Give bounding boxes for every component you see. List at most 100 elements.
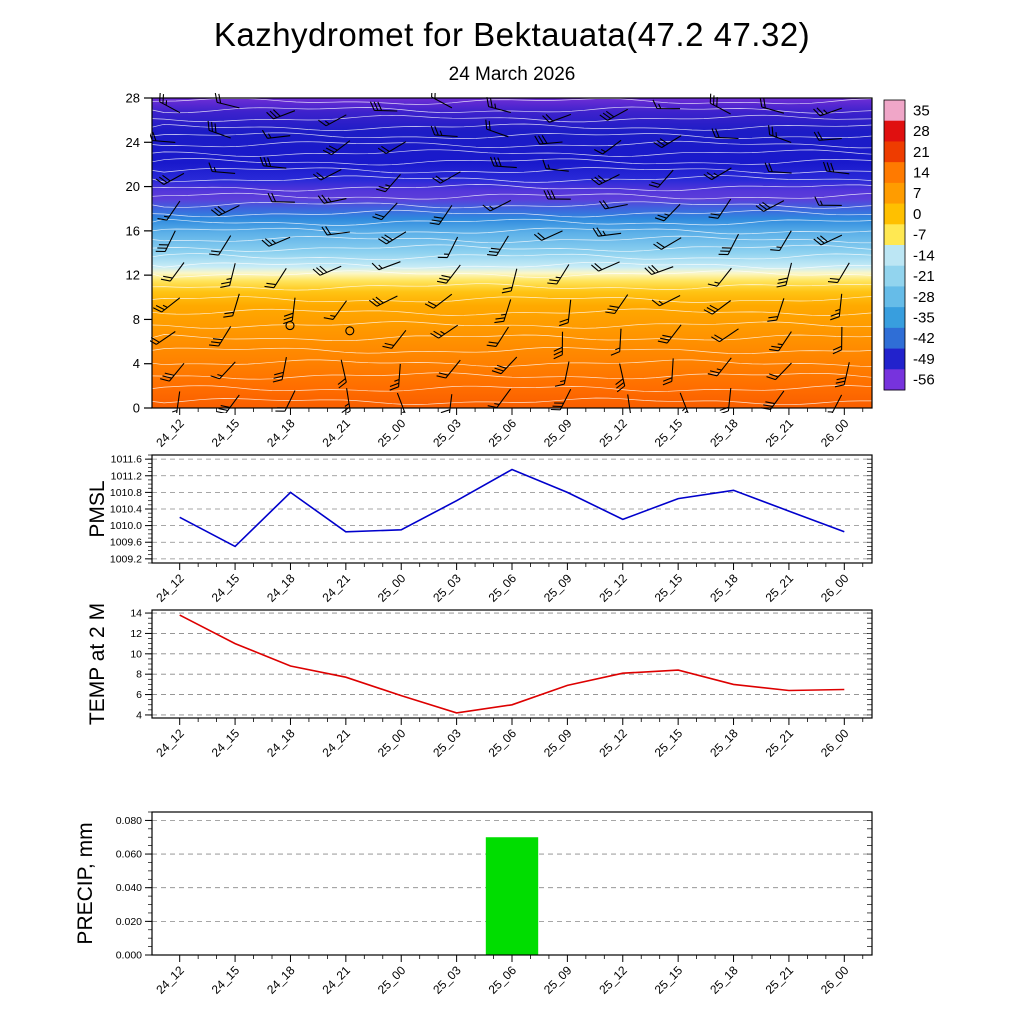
x-tick-label: 25_09: [541, 726, 575, 760]
wind-barb-icon: [707, 357, 732, 377]
contour-line: [151, 347, 873, 355]
wind-barb-icon: [554, 361, 570, 387]
contour-line: [151, 123, 873, 131]
contour-line: [151, 158, 873, 166]
colorbar-border: [883, 99, 906, 391]
wind-barb-icon: [341, 388, 351, 413]
date-subtitle: 24 March 2026: [448, 64, 576, 85]
x-tick-label: 24_21: [319, 726, 353, 760]
colorbar-segment: [884, 245, 905, 267]
contour-line: [151, 397, 872, 406]
y-tick-label: 0.080: [116, 815, 142, 827]
colorbar-segment: [884, 203, 905, 225]
wind-barb-icon: [430, 324, 459, 339]
x-tick-label: 24_12: [153, 571, 187, 605]
wind-barb-icon: [591, 261, 620, 272]
contour-line: [151, 227, 873, 235]
y-tick-label: 8: [136, 669, 142, 681]
x-tick-label: 25_03: [430, 963, 464, 997]
y-tick-label: 24: [126, 135, 140, 150]
contour-line: [151, 296, 873, 303]
wind-barb-icon: [389, 363, 401, 391]
y-tick-label: 8: [133, 312, 140, 327]
x-tick-label: 24_18: [264, 416, 298, 450]
wind-barb-icon: [487, 388, 512, 409]
colorbar-segment: [884, 141, 905, 163]
wind-barb-icon: [486, 97, 511, 114]
colorbar: 35 28 21 14 7 0 -7 -14 -21 -28 -35 -42 -49 -56: [883, 99, 935, 391]
wind-barb-icon: [827, 394, 843, 413]
colorbar-label: -56: [913, 372, 935, 389]
contour-line: [151, 140, 873, 149]
wind-barb-icon: [534, 135, 563, 145]
wind-barb-icon: [591, 174, 620, 186]
wind-barb-icon: [312, 265, 342, 276]
wind-barb-icon: [261, 236, 291, 247]
wind-barb-icon: [711, 128, 739, 140]
x-tick-label: 24_12: [153, 963, 187, 997]
y-tick-label: 1010.8: [110, 487, 142, 499]
y-tick-label: 1010.0: [110, 520, 142, 532]
wind-barb-icon: [494, 299, 512, 324]
x-tick-label: 24_21: [319, 416, 353, 450]
wind-barb-icon: [708, 198, 732, 219]
x-tick-label: 25_00: [375, 571, 409, 605]
wind-barb-icon: [437, 236, 459, 259]
x-tick-label: 25_12: [596, 416, 630, 450]
x-tick-label: 25_06: [486, 726, 520, 760]
y-tick-label: 10: [130, 648, 142, 660]
wind-barb-icon: [759, 97, 785, 114]
x-tick-label: 25_03: [430, 726, 464, 760]
wind-barb-icon: [814, 196, 842, 206]
wind-barb-icon: [372, 202, 398, 221]
x-tick-label: 25_00: [375, 963, 409, 997]
wind-barb-icon: [599, 200, 628, 210]
precip-bar: [485, 837, 539, 955]
x-tick-label: 25_15: [652, 963, 686, 997]
wind-barb-icon: [703, 167, 732, 181]
wind-barb-icon: [766, 362, 792, 381]
wind-barb-icon: [559, 299, 572, 327]
wind-barb-icon: [376, 174, 401, 193]
y-tick-label: 0.060: [116, 849, 142, 861]
y-tick-label: 14: [130, 608, 142, 620]
x-tick-label: 25_00: [375, 726, 409, 760]
wind-barb-icon: [283, 297, 296, 325]
wind-barb-icon: [764, 162, 792, 174]
x-tick-label: 25_03: [430, 571, 464, 605]
wind-barb-icon: [553, 331, 564, 360]
wind-barb-icon: [210, 205, 240, 217]
x-tick-label: 25_09: [541, 963, 575, 997]
y-tick-label: 0.040: [116, 882, 142, 894]
colorbar-segment: [884, 120, 905, 142]
wind-barb-icon: [615, 363, 626, 393]
pmsl-line: [179, 468, 845, 548]
wind-barb-icon: [210, 361, 236, 380]
x-tick-label: 24_21: [319, 571, 353, 605]
precip-panel: 0.000 0.020 0.040 0.060 0.080 PRECIP, mm 24_12…: [74, 811, 873, 997]
x-tick-label: 25_18: [707, 726, 741, 760]
wind-barb-icon: [155, 230, 176, 253]
x-tick-label: 24_15: [209, 571, 243, 605]
wind-barbs: [150, 93, 850, 413]
contour-line: [151, 201, 873, 209]
wind-barb-icon: [822, 161, 850, 175]
x-tick-label: 24_15: [209, 726, 243, 760]
x-tick-label: 24_18: [264, 726, 298, 760]
colorbar-segment: [884, 327, 905, 349]
temp2m-border: [151, 609, 873, 719]
wind-barb-icon: [550, 388, 572, 411]
colorbar-label: 14: [913, 165, 930, 182]
wind-barb-icon: [424, 293, 453, 309]
colorbar-segment: [884, 265, 905, 287]
contour-line: [151, 132, 873, 139]
wind-barb-icon: [159, 93, 181, 114]
wind-barb-icon: [830, 293, 843, 321]
wind-barb-icon: [657, 324, 682, 344]
y-tick-label: 16: [126, 223, 140, 238]
wind-barb-icon: [317, 194, 347, 204]
contour-line: [151, 283, 873, 291]
x-tick-label: 25_21: [763, 963, 797, 997]
x-tick-label: 26_00: [818, 571, 852, 605]
y-tick-label: 28: [126, 91, 140, 106]
